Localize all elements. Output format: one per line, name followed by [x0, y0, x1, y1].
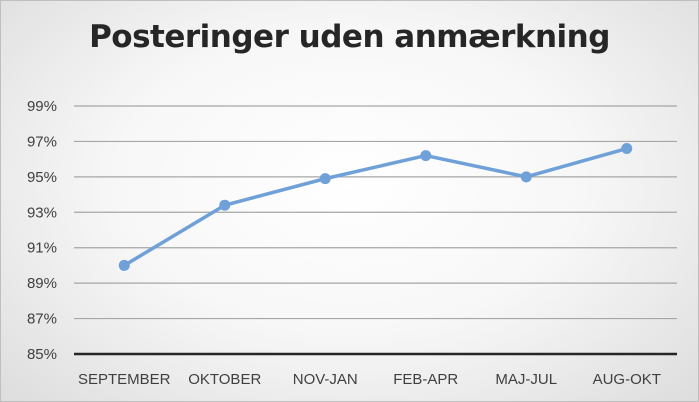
chart-title: Posteringer uden anmærkning: [89, 19, 610, 55]
y-tick-label: 87%: [27, 311, 57, 328]
data-point: [621, 143, 633, 155]
data-point: [520, 171, 532, 183]
series-line: [118, 143, 633, 271]
gridlines: [74, 105, 677, 356]
y-axis: 85% 87% 89% 91% 93% 95% 97% 99%: [27, 98, 57, 363]
x-tick-label: FEB-APR: [393, 371, 458, 388]
data-point: [118, 259, 130, 271]
data-point: [219, 199, 231, 211]
series-line-path: [122, 146, 629, 268]
data-point: [319, 173, 331, 185]
y-tick-label: 91%: [27, 240, 57, 257]
x-tick-label: AUG-OKT: [593, 371, 661, 388]
x-tick-label: NOV-JAN: [293, 371, 358, 388]
y-tick-label: 89%: [27, 275, 57, 292]
y-tick-label: 95%: [27, 169, 57, 186]
x-tick-label: MAJ-JUL: [495, 371, 557, 388]
x-tick-label: OKTOBER: [188, 371, 261, 388]
x-tick-label: SEPTEMBER: [78, 371, 171, 388]
y-tick-label: 99%: [27, 98, 57, 115]
y-tick-label: 97%: [27, 133, 57, 150]
data-point: [420, 150, 432, 162]
x-axis: SEPTEMBER OKTOBER NOV-JAN FEB-APR MAJ-JUL AUG…: [78, 371, 661, 388]
y-tick-label: 85%: [27, 346, 57, 363]
y-tick-label: 93%: [27, 204, 57, 221]
